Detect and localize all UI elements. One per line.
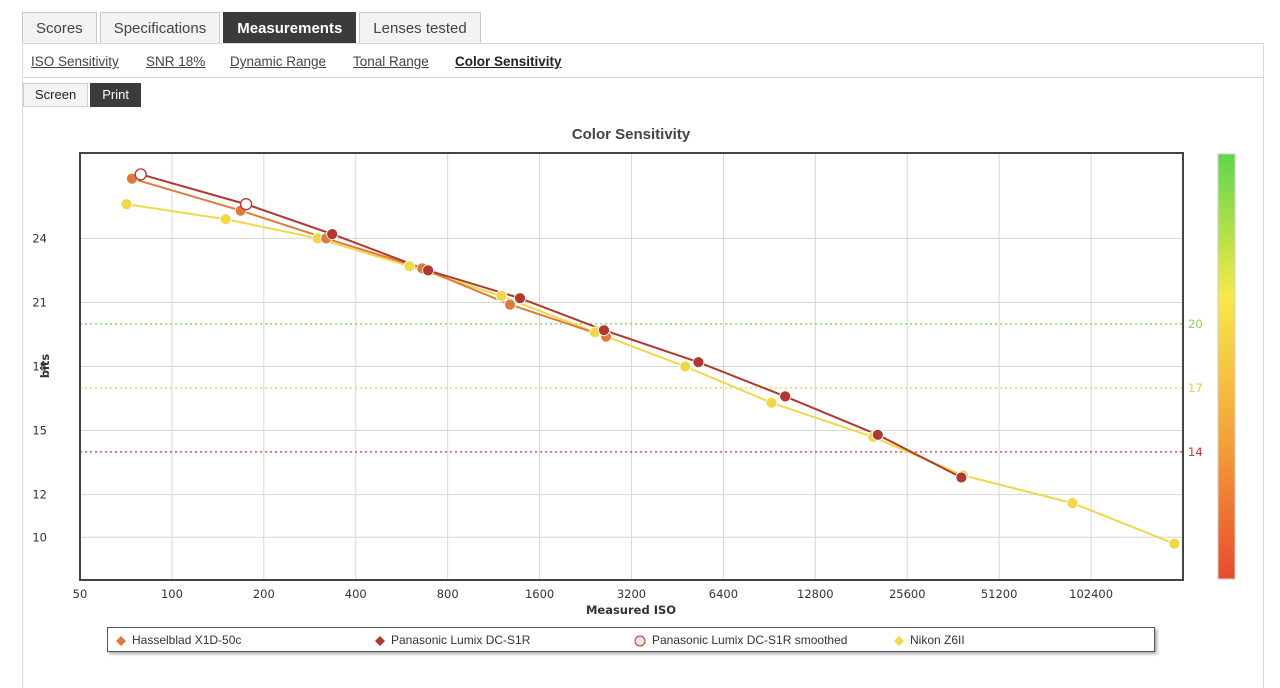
x-tick-label: 3200 — [617, 587, 646, 601]
legend-marker-icon — [375, 635, 385, 646]
legend-marker-icon — [634, 635, 646, 647]
screen-mode-button[interactable]: Screen — [23, 83, 89, 107]
tab-lenses-tested[interactable]: Lenses tested — [359, 12, 481, 44]
chart-legend: Hasselblad X1D-50c Panasonic Lumix DC-S1… — [107, 627, 1155, 652]
legend-marker-icon — [116, 635, 126, 646]
x-tick-label: 6400 — [709, 587, 738, 601]
x-tick-label: 200 — [253, 587, 275, 601]
legend-item-panasonic-smoothed[interactable]: Panasonic Lumix DC-S1R smoothed — [634, 633, 847, 647]
x-tick-label: 1600 — [525, 587, 554, 601]
reference-line-label: 14 — [1188, 445, 1203, 459]
data-point — [326, 228, 339, 241]
x-tick-label: 51200 — [981, 587, 1018, 601]
y-tick-label: 15 — [32, 424, 47, 438]
color-scale-bar — [1217, 153, 1236, 580]
reference-line-label: 20 — [1188, 317, 1203, 331]
data-point — [514, 292, 526, 305]
data-point — [504, 298, 516, 311]
data-point — [779, 390, 792, 403]
x-tick-label: 800 — [437, 587, 459, 601]
legend-label: Panasonic Lumix DC-S1R — [391, 633, 531, 647]
legend-item-nikon[interactable]: Nikon Z6II — [894, 633, 965, 647]
data-point — [1168, 537, 1181, 550]
tab-scores[interactable]: Scores — [22, 12, 97, 44]
subnav-tonal-range[interactable]: Tonal Range — [353, 54, 429, 69]
data-point — [495, 290, 508, 302]
data-point — [219, 213, 232, 226]
series-line — [331, 233, 962, 479]
y-tick-label: 18 — [32, 360, 47, 374]
subnav-dynamic-range[interactable]: Dynamic Range — [230, 54, 327, 69]
x-tick-label: 400 — [345, 587, 367, 601]
legend-item-hasselblad[interactable]: Hasselblad X1D-50c — [116, 633, 241, 647]
x-tick-label: 102400 — [1069, 587, 1113, 601]
y-tick-label: 12 — [32, 488, 47, 502]
y-tick-label: 10 — [32, 530, 47, 544]
y-axis-label: bits — [38, 354, 52, 379]
subnav-color-sensitivity[interactable]: Color Sensitivity — [455, 54, 562, 69]
legend-label: Hasselblad X1D-50c — [132, 633, 242, 647]
reference-line-label: 17 — [1188, 381, 1203, 395]
data-point — [134, 168, 147, 181]
data-point — [422, 264, 435, 277]
x-tick-label: 100 — [161, 587, 183, 601]
legend-label: Nikon Z6II — [910, 633, 965, 647]
x-tick-label: 50 — [73, 587, 88, 601]
y-tick-label: 21 — [32, 295, 47, 309]
series-line — [131, 177, 607, 338]
plot-frame — [79, 152, 1184, 581]
data-point — [871, 428, 884, 441]
data-point — [692, 356, 705, 369]
display-mode-toggle: Screen Print — [23, 83, 141, 107]
measurement-subnav: ISO Sensitivity SNR 18% Dynamic Range To… — [23, 44, 1263, 78]
data-point — [955, 471, 968, 484]
data-point — [679, 360, 692, 373]
print-mode-button[interactable]: Print — [90, 83, 141, 107]
series-line — [126, 203, 1175, 545]
legend-label: Panasonic Lumix DC-S1R smoothed — [652, 633, 848, 647]
measurement-tabs: Scores Specifications Measurements Lense… — [22, 12, 481, 44]
data-point — [598, 324, 610, 337]
legend-marker-icon — [894, 635, 904, 646]
data-point — [120, 198, 133, 211]
x-axis-label: Measured ISO — [586, 603, 676, 617]
measurements-panel: ISO Sensitivity SNR 18% Dynamic Range To… — [22, 43, 1264, 688]
data-point — [403, 260, 416, 273]
subnav-snr-18[interactable]: SNR 18% — [146, 54, 206, 69]
data-point — [239, 198, 253, 211]
x-tick-label: 12800 — [797, 587, 834, 601]
subnav-iso-sensitivity[interactable]: ISO Sensitivity — [31, 54, 119, 69]
x-tick-label: 25600 — [889, 587, 926, 601]
y-tick-label: 24 — [32, 231, 47, 245]
legend-item-panasonic[interactable]: Panasonic Lumix DC-S1R — [375, 633, 530, 647]
chart-title: Color Sensitivity — [572, 126, 691, 143]
tab-measurements[interactable]: Measurements — [223, 12, 357, 44]
tab-specifications[interactable]: Specifications — [99, 12, 221, 44]
data-point — [765, 396, 778, 409]
data-point — [1066, 497, 1079, 510]
